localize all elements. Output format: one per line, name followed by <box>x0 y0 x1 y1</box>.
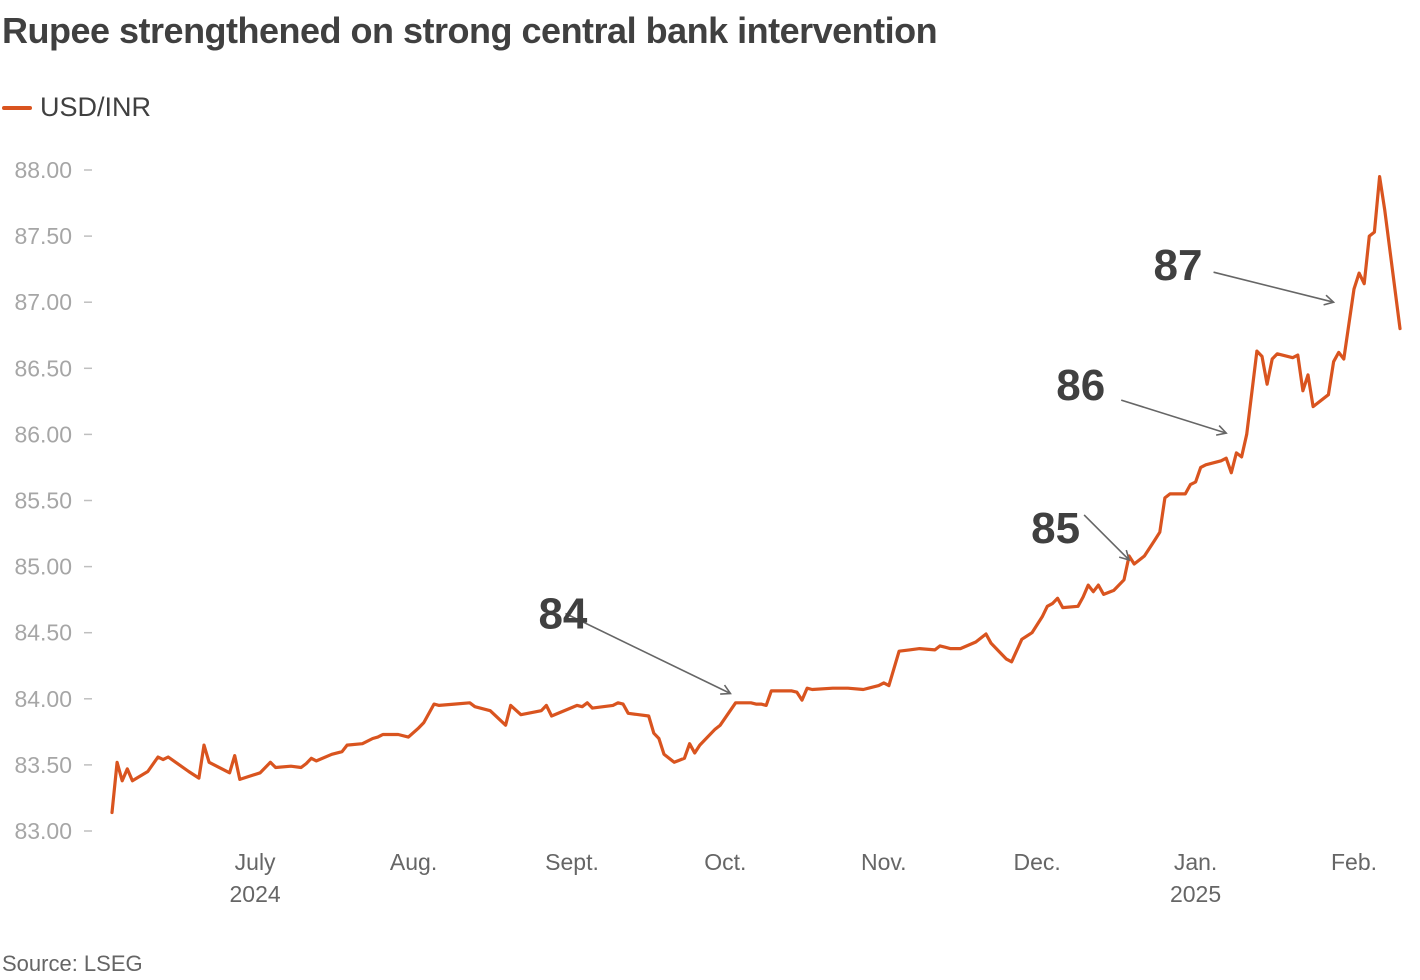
y-tick-label: 86.50 <box>14 355 72 381</box>
annotation-label: 85 <box>1031 504 1080 553</box>
usd-inr-series-line <box>110 175 1402 815</box>
y-tick-label: 84.50 <box>14 620 72 646</box>
legend: USD/INR <box>2 92 151 123</box>
y-tick-label: 85.00 <box>14 554 72 580</box>
chart-title: Rupee strengthened on strong central ban… <box>2 10 938 51</box>
legend-label: USD/INR <box>40 92 152 122</box>
y-tick-label: 83.00 <box>14 818 72 844</box>
annotation-arrow <box>1213 271 1336 306</box>
x-tick-label: July <box>235 849 276 875</box>
x-tick-label: Sept. <box>545 849 599 875</box>
annotation-arrow <box>1083 514 1131 562</box>
y-tick-label: 88.00 <box>14 157 72 183</box>
y-tick-label: 87.00 <box>14 289 72 315</box>
y-tick-label: 84.00 <box>14 686 72 712</box>
y-tick-label: 86.00 <box>14 421 72 447</box>
x-axis: July 2024 Aug. Sept. Oct. Nov. Dec. Jan. 2025 Feb… <box>230 849 1377 907</box>
x-tick-year-label: 2025 <box>1170 881 1221 907</box>
y-axis: 83.00 83.50 84.00 84.50 85.00 85.50 86.00 86.50… <box>14 157 92 844</box>
x-tick-label: Feb. <box>1331 849 1377 875</box>
annotation-arrow <box>565 612 732 695</box>
x-tick-label: Nov. <box>861 849 907 875</box>
annotation-arrow <box>1120 399 1228 436</box>
line-chart: 83.00 83.50 84.00 84.50 85.00 85.50 86.00 86.50… <box>14 157 1402 907</box>
y-tick-label: 85.50 <box>14 488 72 514</box>
annotation-label: 86 <box>1056 361 1105 410</box>
x-tick-year-label: 2024 <box>230 881 281 907</box>
x-tick-label: Oct. <box>704 849 746 875</box>
legend-swatch <box>2 105 32 110</box>
annotation-label: 84 <box>538 590 587 639</box>
y-tick-label: 83.50 <box>14 752 72 778</box>
series-layer <box>110 175 1402 815</box>
annotation-label: 87 <box>1154 241 1203 290</box>
x-tick-label: Dec. <box>1013 849 1060 875</box>
x-tick-label: Aug. <box>390 849 437 875</box>
x-tick-label: Jan. <box>1174 849 1217 875</box>
y-tick-label: 87.50 <box>14 223 72 249</box>
annotation-layer: 84 85 86 87 <box>538 241 1336 695</box>
source-note: Source: LSEG <box>2 951 143 976</box>
